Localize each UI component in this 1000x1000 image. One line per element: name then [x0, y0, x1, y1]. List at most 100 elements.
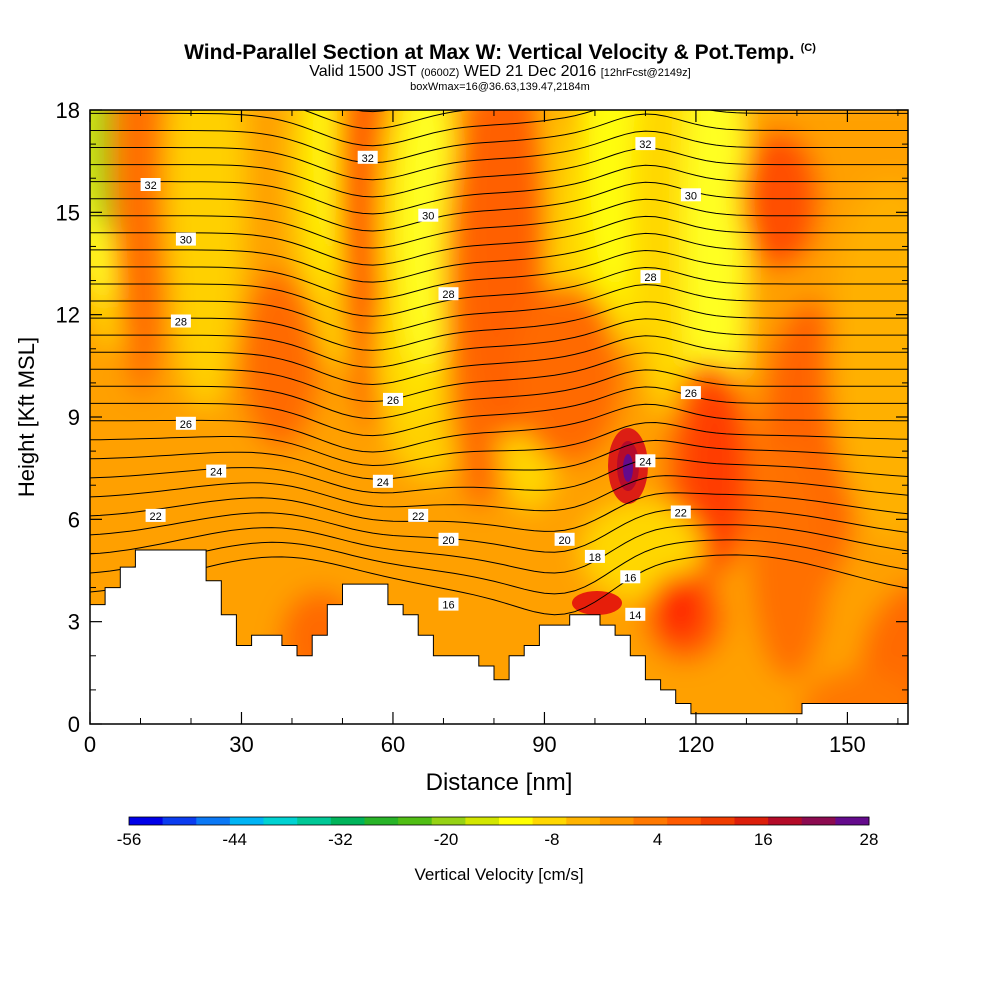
contour-label-box: [145, 508, 166, 522]
colorbar-swatch: [667, 817, 702, 825]
x-tick-label: 60: [381, 732, 405, 757]
chart-title: Wind-Parallel Section at Max W: Vertical…: [0, 36, 1000, 65]
colorbar-swatch: [599, 817, 634, 825]
contour-label-text: 32: [639, 139, 651, 151]
colorbar-swatch: [499, 817, 534, 825]
isentrope-line: [90, 335, 908, 386]
contour-label-26: 26: [175, 416, 196, 431]
contour-label-14: 14: [625, 607, 646, 622]
x-tick-label: 30: [229, 732, 253, 757]
isentrope-line: [352, 110, 392, 113]
title-block: Wind-Parallel Section at Max W: Vertical…: [0, 36, 1000, 93]
isentrope-line: [90, 232, 908, 283]
isentrope-line: [90, 318, 908, 368]
colorbar-tick-label: 28: [860, 830, 879, 849]
contour-label-22: 22: [408, 508, 429, 523]
contour-label-box: [438, 597, 459, 611]
colorbar-swatch: [431, 817, 466, 825]
isentrope-line: [90, 147, 908, 198]
colorbar-swatch: [297, 817, 332, 825]
contour-label-text: 22: [412, 511, 424, 523]
contour-label-box: [175, 416, 196, 430]
contour-label-text: 22: [675, 508, 687, 520]
contour-label-32: 32: [635, 137, 656, 151]
contour-label-text: 32: [362, 153, 374, 165]
contour-label-text: 26: [685, 388, 697, 400]
contour-label-text: 32: [144, 180, 156, 192]
isentrope-line: [90, 113, 908, 164]
subtitle-valid-time: Valid 1500 JST: [309, 63, 417, 80]
contour-label-26: 26: [680, 386, 701, 400]
chart-subtitle: Valid 1500 JST (0600Z) WED 21 Dec 2016 […: [0, 64, 1000, 81]
isentrope-line: [90, 215, 908, 266]
contour-label-20: 20: [554, 532, 575, 547]
isentrope-line: [90, 249, 908, 300]
isentrope-line: [90, 266, 908, 317]
isentrope-line: [90, 352, 908, 403]
colorbar-swatch: [734, 817, 769, 825]
isentrope-line: [90, 403, 908, 453]
x-tick-label: 120: [678, 732, 715, 757]
terrain-profile: [89, 549, 909, 725]
contour-label-box: [170, 314, 191, 328]
isentrope-line: [90, 369, 908, 420]
contour-label-28: 28: [438, 287, 459, 301]
isentrope-line: [90, 508, 908, 553]
updraft-core-max: [623, 454, 633, 482]
contour-label-box: [372, 474, 393, 488]
x-axis-label: Distance [nm]: [426, 769, 573, 796]
contour-label-16: 16: [620, 570, 641, 584]
colorbar-swatch: [835, 817, 870, 825]
contour-label-text: 28: [442, 289, 454, 301]
contour-label-box: [175, 232, 196, 246]
subtitle-forecast: [12hrFcst@2149z]: [600, 67, 691, 79]
colorbar-tick-label: -8: [544, 830, 559, 849]
y-tick-label: 0: [68, 712, 80, 737]
contour-label-16: 16: [438, 597, 459, 612]
isentrope-line: [90, 130, 908, 181]
isentrope-line: [90, 110, 908, 147]
contour-label-text: 28: [644, 272, 656, 284]
subtitle-utc: (0600Z): [420, 67, 460, 79]
contour-label-26: 26: [383, 392, 403, 407]
isentrope-line: [90, 284, 908, 334]
colorbar-swatch: [566, 817, 601, 825]
contour-label-30: 30: [175, 232, 196, 247]
contour-labels: 32 32 32 30 30 30 28 28 28 26 26 26 24 24 24 22 22 22 20 20…: [140, 137, 701, 622]
y-tick-label: 3: [68, 610, 80, 635]
contour-label-box: [438, 532, 459, 546]
contour-label-32: 32: [140, 178, 161, 192]
isentrope-line: [90, 492, 908, 532]
x-tick-label: 90: [532, 732, 556, 757]
contour-label-box: [640, 270, 661, 284]
contour-label-text: 18: [589, 552, 601, 564]
contour-label-text: 14: [629, 610, 641, 622]
isentrope-line: [90, 386, 908, 437]
colorbar-swatch: [465, 817, 500, 825]
contour-label-box: [635, 454, 656, 468]
colorbar-label: Vertical Velocity [cm/s]: [414, 865, 583, 884]
contour-label-22: 22: [670, 505, 691, 520]
contour-label-text: 30: [422, 211, 434, 223]
contour-label-text: 30: [685, 190, 697, 202]
contour-label-text: 26: [387, 395, 399, 407]
y-tick-label: 9: [68, 405, 80, 430]
contour-label-box: [680, 386, 701, 400]
contour-label-text: 16: [624, 572, 636, 584]
contour-label-box: [140, 178, 161, 191]
contour-label-text: 28: [175, 317, 187, 329]
colorbar-swatch: [768, 817, 803, 825]
contour-label-box: [635, 137, 656, 151]
colorbar-swatch: [633, 817, 668, 825]
chart-title-credit: (C): [800, 42, 816, 54]
colorbar-swatch: [398, 817, 433, 825]
colorbar-swatch: [801, 817, 836, 825]
subtitle-date: WED 21 Dec 2016: [463, 63, 597, 80]
contour-label-30: 30: [418, 208, 439, 223]
contour-label-box: [584, 549, 605, 563]
chart-subtitle-boxwmax: boxWmax=16@36.63,139.47,2184m: [410, 81, 590, 93]
colorbar-swatch: [263, 817, 298, 825]
isentrope-line: [90, 475, 908, 512]
colorbar-swatch: [129, 817, 164, 825]
